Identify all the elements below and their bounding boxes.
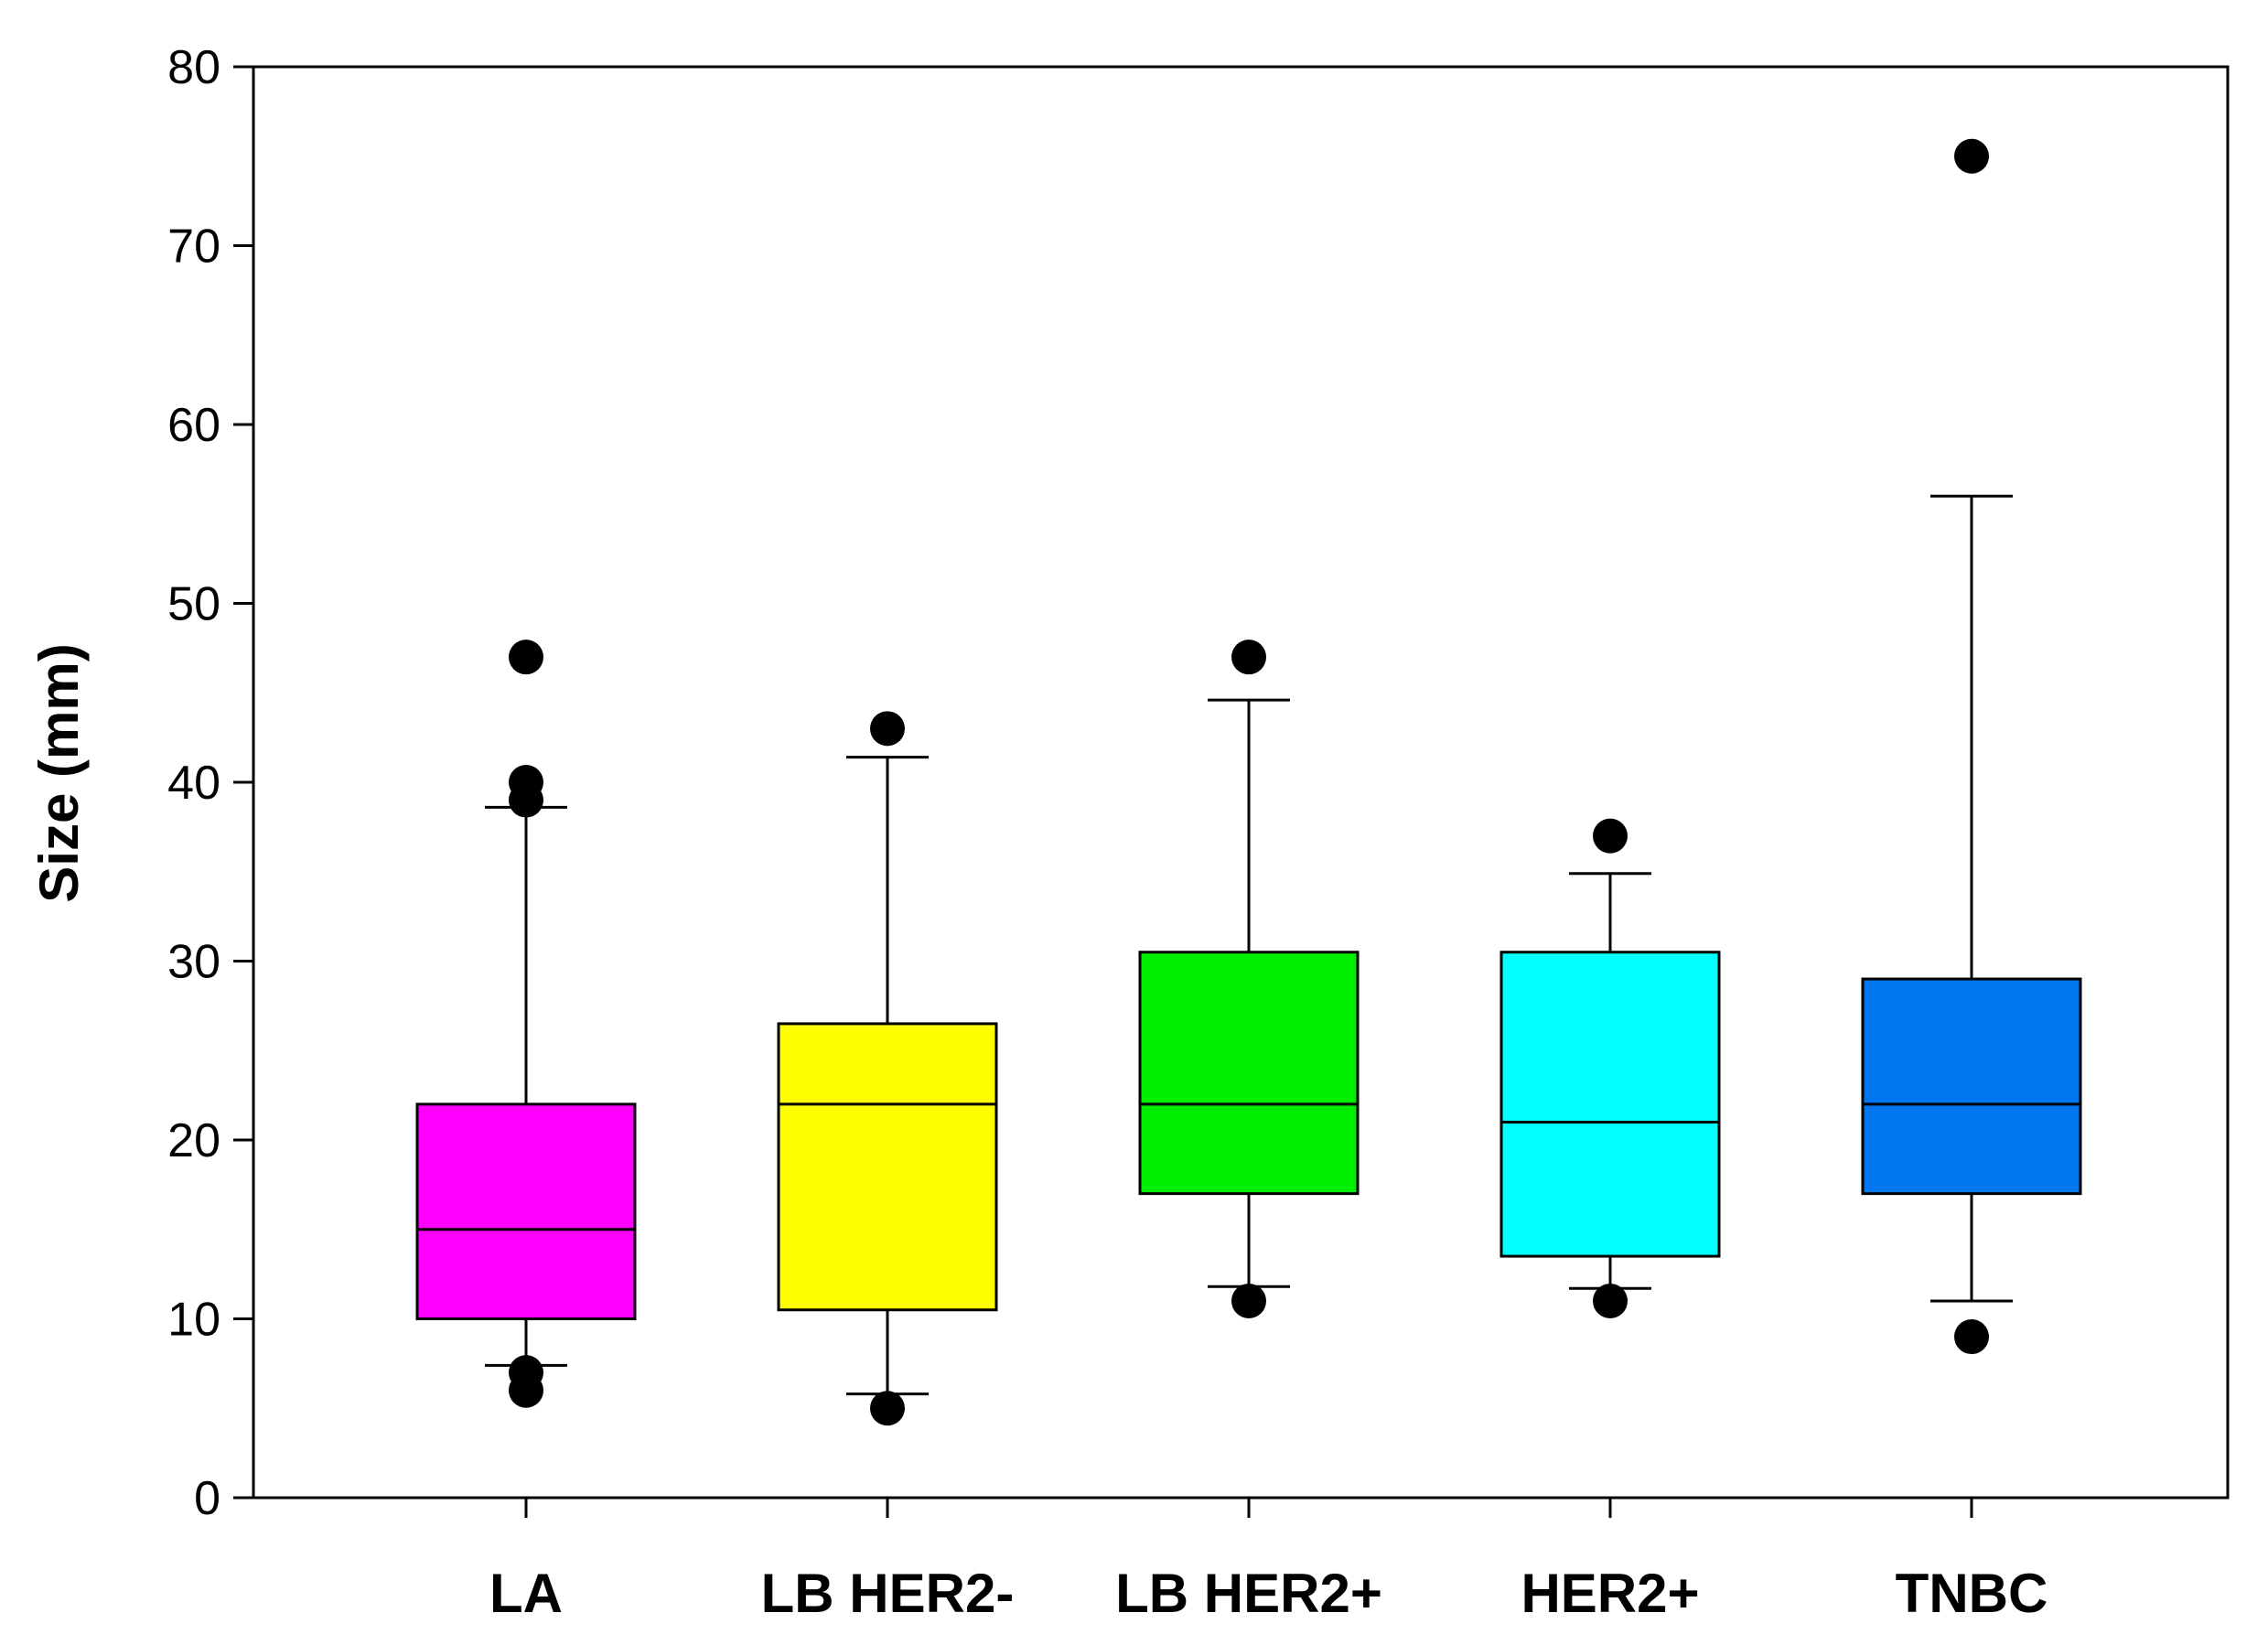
y-tick-label: 60 (167, 399, 220, 452)
box-group-tnbc (1861, 138, 2082, 1355)
box-tnbc (1861, 977, 2082, 1196)
x-tick-label-la: LA (489, 1563, 563, 1624)
outlier-point (870, 1391, 905, 1426)
y-tick-label: 80 (167, 41, 220, 94)
x-tick-label-tnbc: TNBC (1896, 1563, 2048, 1624)
y-tick-label: 10 (167, 1294, 220, 1347)
outlier-point (1954, 138, 1989, 174)
box-lb-her2 (777, 1022, 998, 1312)
box-group-her2 (1499, 818, 1721, 1318)
y-tick-label: 70 (167, 220, 220, 274)
y-axis-title: Size (mm) (28, 643, 90, 902)
x-tick-label-lb-her2-: LB HER2+ (1115, 1563, 1382, 1624)
x-tick-label-lb-her2-: LB HER2- (761, 1563, 1015, 1624)
y-tick-label: 0 (194, 1472, 220, 1525)
box-group-lb-her2 (1138, 640, 1360, 1318)
boxes (415, 138, 2082, 1426)
box-group-la (415, 640, 637, 1408)
y-tick-label: 20 (167, 1114, 220, 1167)
y-tick-label: 30 (167, 936, 220, 989)
outlier-point (870, 711, 905, 747)
box-group-lb-her2 (777, 711, 998, 1426)
y-axis: 0 10 20 30 40 50 60 70 80 (167, 41, 253, 1525)
box-lb-her2 (1138, 951, 1360, 1196)
outlier-point (1593, 818, 1628, 854)
x-axis: LA LB HER2- LB HER2+ HER2+ TNBC (489, 1498, 2048, 1624)
outlier-point (1231, 640, 1266, 675)
outlier-point (1231, 1283, 1266, 1318)
outlier-point (509, 640, 543, 675)
y-tick-label: 40 (167, 757, 220, 810)
outlier-point (1593, 1283, 1628, 1318)
y-tick-label: 50 (167, 578, 220, 631)
x-tick-label-her2-: HER2+ (1521, 1563, 1699, 1624)
box-la (415, 1102, 637, 1321)
outlier-point (1954, 1319, 1989, 1355)
outlier-point (509, 765, 543, 800)
outlier-point (509, 1355, 543, 1391)
box-her2 (1499, 951, 1721, 1258)
